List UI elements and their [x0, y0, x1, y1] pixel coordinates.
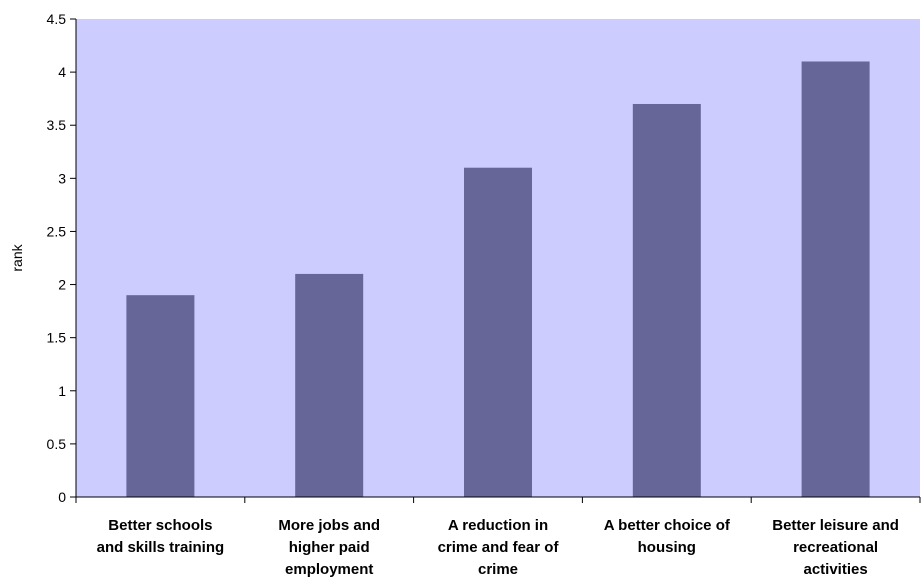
x-ticks-group — [75, 497, 921, 503]
y-ticks-group: 0 0.5 1 1.5 2 2.5 3 3.5 4 4.5 — [47, 11, 76, 505]
y-tick-label: 1.5 — [47, 330, 67, 346]
y-tick-label: 3.5 — [47, 117, 67, 133]
y-tick-label: 4 — [58, 64, 66, 80]
category-label-2: More jobs and higher paid employment — [278, 517, 380, 578]
y-tick-label: 1 — [58, 383, 66, 399]
category-labels-group: Better schools and skills training More jo… — [97, 517, 899, 578]
bar-1 — [126, 295, 195, 497]
y-tick-label: 0 — [58, 489, 66, 505]
y-tick-label: 2 — [58, 277, 66, 293]
bars-group — [126, 61, 870, 497]
y-tick-label: 0.5 — [47, 436, 67, 452]
category-label-3: A reduction in crime and fear of crime — [438, 517, 560, 578]
y-axis-title: rank — [9, 243, 25, 271]
y-tick-label: 2.5 — [47, 223, 67, 239]
y-tick-label: 4.5 — [47, 11, 67, 27]
bar-2 — [295, 273, 364, 497]
category-label-1: Better schools and skills training — [97, 517, 225, 556]
bar-4 — [632, 103, 701, 497]
bar-3 — [464, 167, 532, 497]
y-tick-label: 3 — [58, 170, 66, 186]
category-label-5: Better leisure and recreational activities — [772, 517, 899, 578]
category-label-4: A better choice of housing — [604, 517, 731, 556]
bar-5 — [801, 61, 870, 497]
